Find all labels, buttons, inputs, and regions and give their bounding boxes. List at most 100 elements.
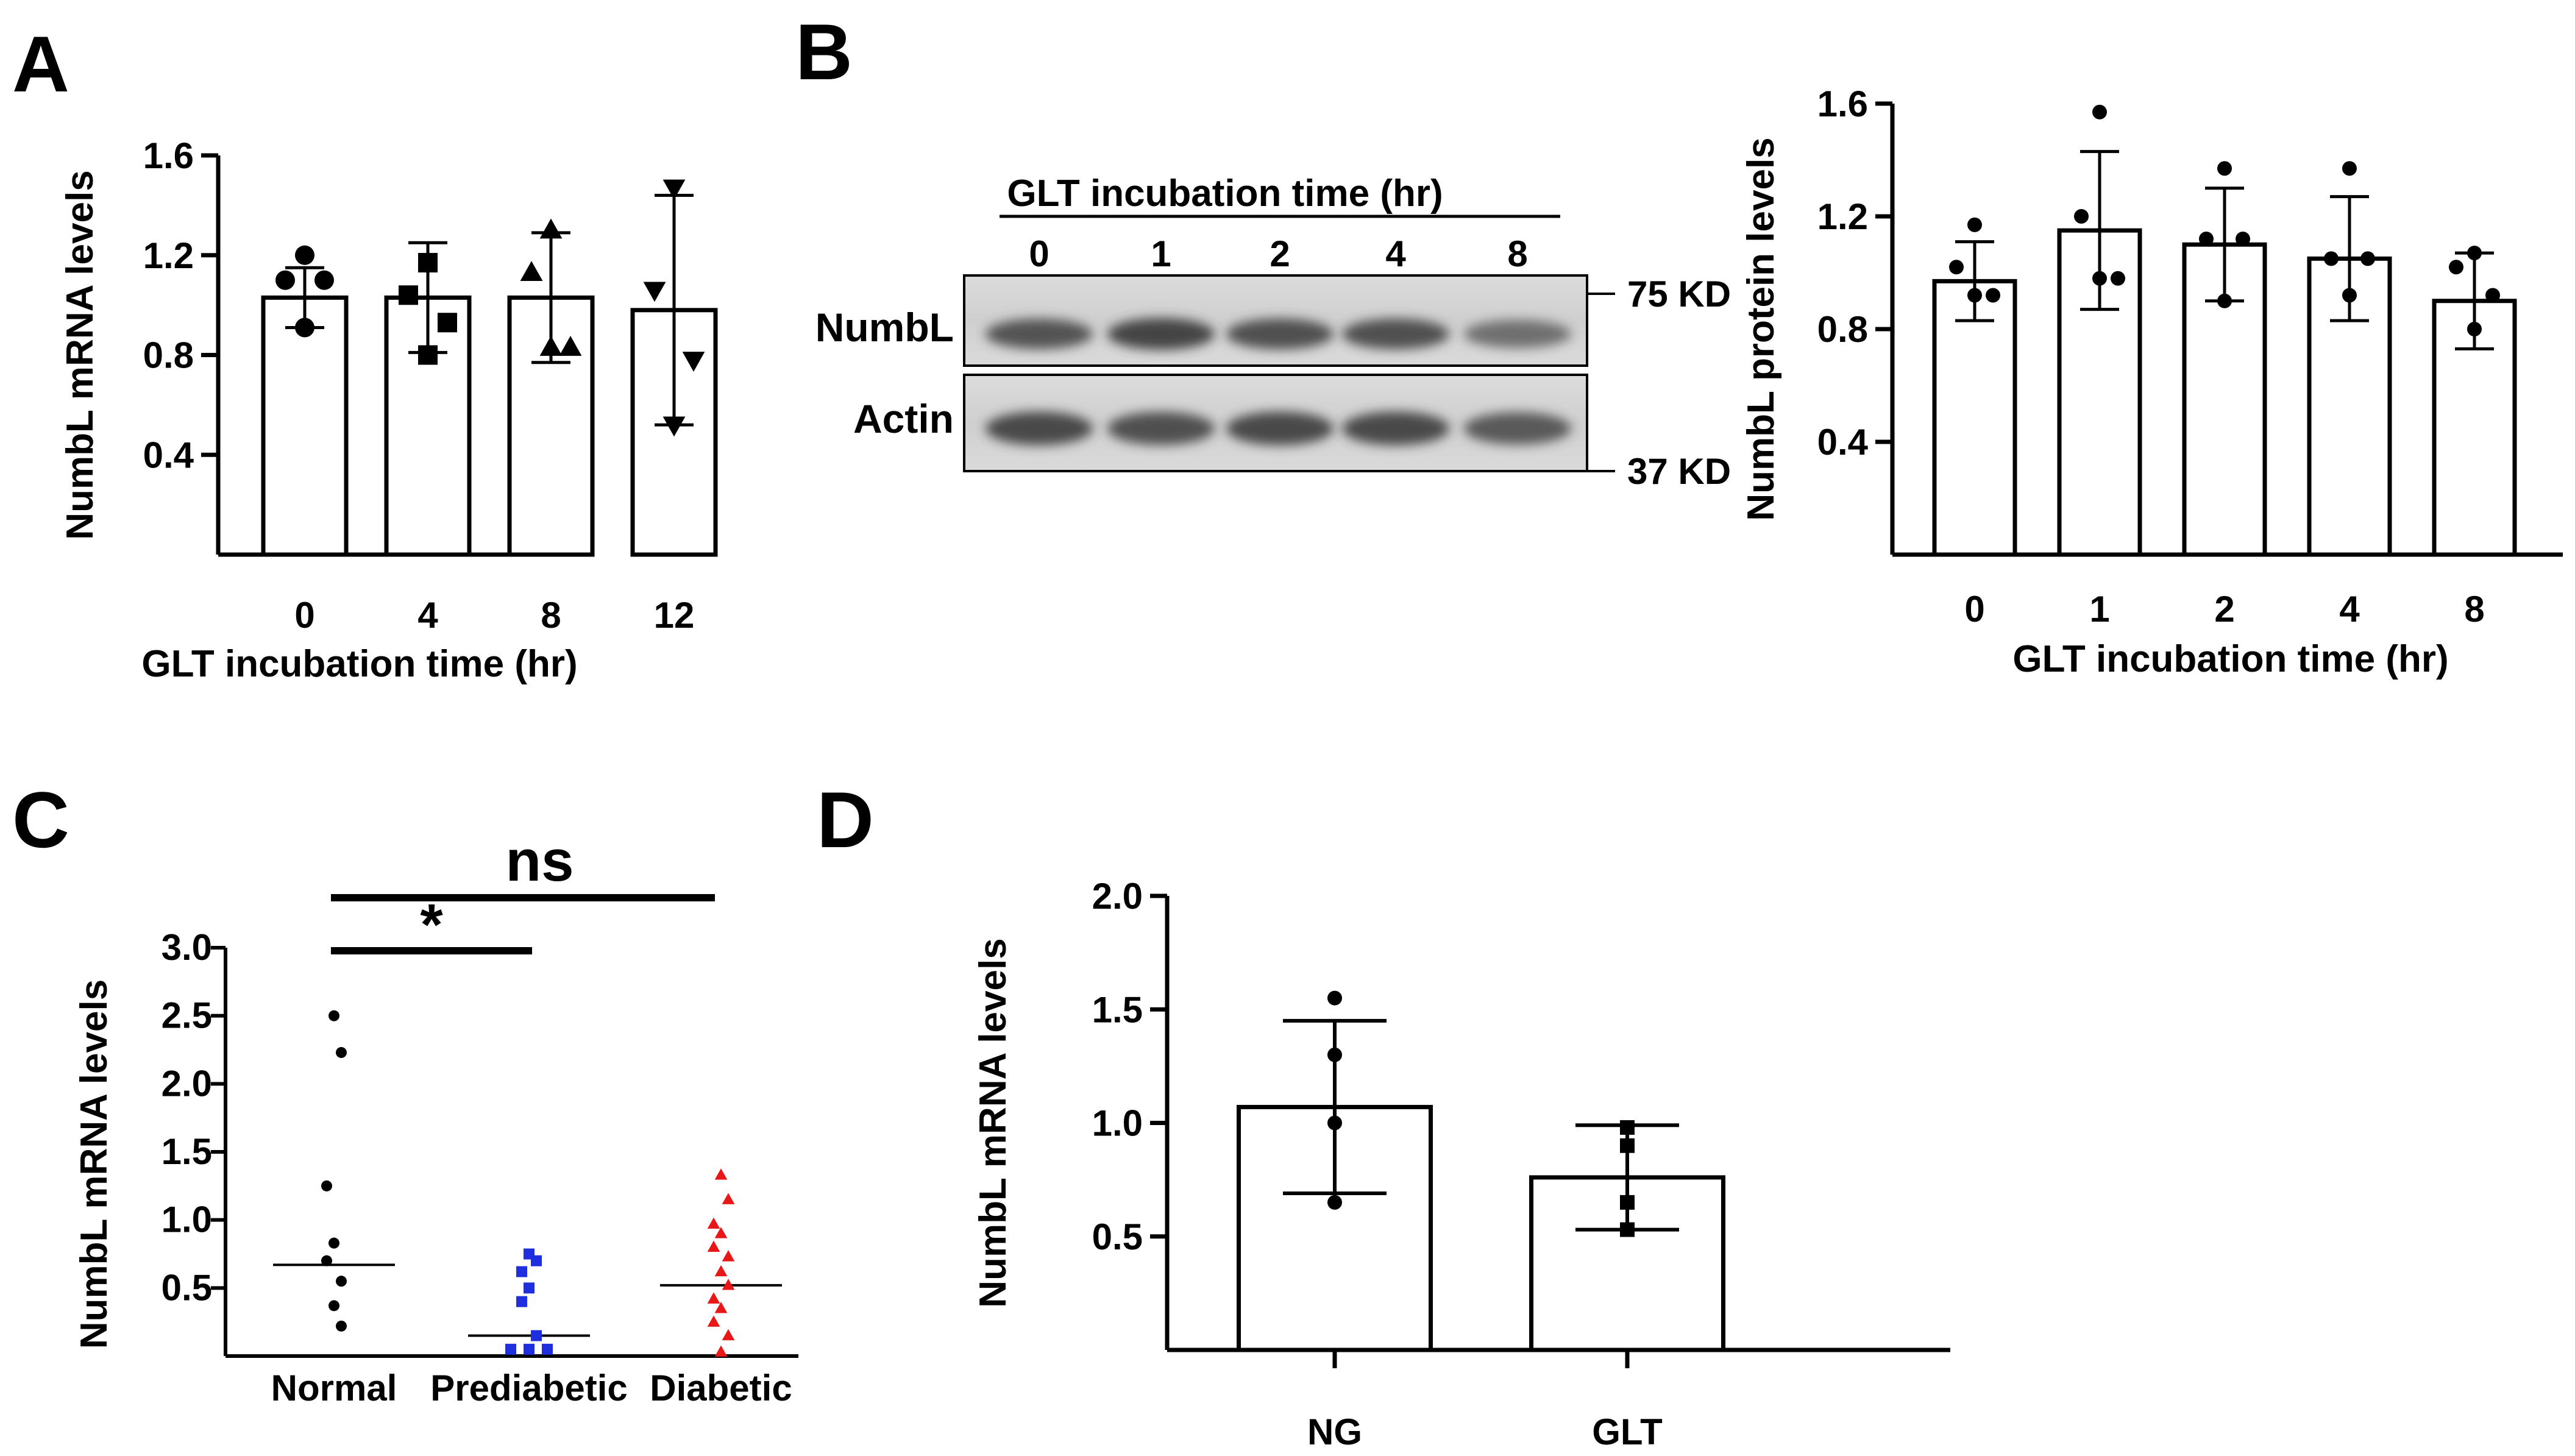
y-tick-label-2: 1.5: [1092, 989, 1143, 1030]
data-point-NG-1: [1327, 1047, 1342, 1062]
data-point-4-0: [418, 253, 438, 273]
data-point-2-1: [2199, 232, 2214, 246]
y-tick-label-0: 0.4: [1817, 422, 1869, 463]
y-tick-label-2: 1.2: [1817, 196, 1868, 237]
data-point-1-3: [2092, 271, 2107, 286]
x-axis-title: GLT incubation time (hr): [141, 643, 577, 685]
blot-row-label-numbl: NumbL: [815, 305, 954, 350]
data-point-Normal-4: [321, 1255, 332, 1266]
data-point-0-0: [1967, 217, 1982, 232]
blot-band-actin-1: [1107, 411, 1215, 446]
chart-b: 0.4 0.8 1.2 1.6 NumbL protein levels 0 1 2 4 8 GLT…: [1740, 83, 2563, 680]
x-tick-label-12: 12: [654, 595, 695, 636]
x-tick-label-2: 2: [2214, 589, 2234, 630]
data-point-4-3: [2342, 288, 2357, 303]
x-tick-label-4: 4: [417, 595, 438, 636]
data-point-Diabetic-11: [722, 1329, 735, 1341]
y-axis-title: NumbL protein levels: [1740, 137, 1782, 520]
data-point-12-3: [662, 416, 686, 437]
data-point-Normal-7: [336, 1320, 347, 1332]
panel-letter-c: C: [12, 775, 69, 864]
blot-band-actin-4: [1342, 411, 1449, 446]
blot-band-actin-2: [1226, 411, 1334, 446]
blot-lane-label-1: 1: [1151, 233, 1171, 274]
data-point-Diabetic-9: [714, 1302, 728, 1313]
x-axis-title: GLT incubation time (hr): [2012, 638, 2448, 680]
blot-row-label-actin: Actin: [853, 396, 954, 441]
data-point-8-1: [2449, 260, 2463, 275]
data-point-Diabetic-6: [714, 1265, 728, 1277]
significance-label-star: *: [420, 892, 443, 957]
data-point-8-3: [2467, 322, 2482, 336]
bar-0: [1932, 279, 2017, 557]
x-tick-label-Prediabetic: Prediabetic: [430, 1368, 627, 1408]
y-tick-label-3: 1.6: [143, 135, 194, 176]
data-point-Prediabetic-2: [516, 1266, 527, 1277]
y-tick-label-4: 2.5: [162, 995, 212, 1036]
data-point-Diabetic-7: [722, 1279, 735, 1290]
panel-letter-b: B: [795, 7, 853, 96]
data-point-GLT-1: [1620, 1138, 1635, 1153]
y-tick-label-5: 3.0: [162, 927, 212, 968]
data-point-Prediabetic-6: [505, 1343, 516, 1355]
blot-lane-label-8: 8: [1507, 233, 1527, 274]
data-point-12-2: [682, 352, 705, 372]
y-axis-title: NumbL mRNA levels: [73, 979, 115, 1349]
data-point-8-0: [2467, 246, 2482, 261]
y-tick-label-3: 2.0: [1092, 876, 1143, 917]
blot-lane-label-4: 4: [1385, 233, 1406, 274]
blot-lane-label-2: 2: [1270, 233, 1290, 274]
data-point-0-2: [1986, 288, 2000, 303]
blot-title: GLT incubation time (hr): [1007, 172, 1443, 215]
data-point-Prediabetic-3: [524, 1282, 535, 1294]
western-blot: GLT incubation time (hr) 0 1 2 4 8 NumbL Act…: [815, 172, 1731, 492]
y-tick-label-3: 2.0: [162, 1063, 212, 1104]
data-point-4-2: [2360, 251, 2375, 266]
data-point-Prediabetic-8: [542, 1343, 553, 1355]
y-tick-label-1: 0.8: [1817, 309, 1868, 350]
blot-lane-labels: 0 1 2 4 8: [1029, 233, 1527, 274]
data-point-Diabetic-12: [714, 1345, 728, 1357]
data-point-Normal-5: [336, 1276, 347, 1287]
data-point-Normal-2: [321, 1180, 332, 1191]
x-tick-label-8: 8: [2464, 589, 2484, 630]
data-point-NG-3: [1327, 1195, 1342, 1210]
y-tick-label-2: 1.5: [162, 1131, 212, 1172]
data-point-8-1: [520, 261, 543, 282]
bar-2: [2182, 242, 2267, 557]
data-point-Prediabetic-4: [516, 1296, 527, 1307]
panel-letter-a: A: [12, 20, 69, 108]
data-point-4-3: [418, 345, 438, 365]
x-tick-label-0: 0: [294, 595, 314, 636]
data-point-Diabetic-10: [707, 1315, 720, 1327]
data-point-NG-2: [1327, 1115, 1342, 1131]
chart-c: 0.5 1.0 1.5 2.0 2.5 3.0 NumbL mRNA levels Norma…: [73, 828, 798, 1408]
x-tick-label-NG: NG: [1307, 1412, 1362, 1452]
blot-band-actin-8: [1464, 412, 1571, 445]
data-point-GLT-3: [1620, 1222, 1635, 1237]
chart-a: 0.4 0.8 1.2 1.6 NumbL mRNA levels 0 4 8 12 GLT in…: [59, 135, 718, 685]
y-tick-label-1: 1.0: [1092, 1103, 1143, 1144]
y-tick-label-0: 0.5: [162, 1267, 212, 1308]
data-point-GLT-2: [1620, 1195, 1635, 1210]
data-point-0-3: [295, 318, 314, 338]
data-point-0-1: [275, 270, 295, 290]
data-point-8-2: [2485, 288, 2500, 303]
blot-band-numbl-0: [986, 319, 1093, 349]
data-point-Diabetic-1: [722, 1193, 735, 1204]
data-point-1-1: [2074, 209, 2089, 224]
y-tick-label-2: 1.2: [143, 235, 194, 276]
x-tick-label-0: 0: [1964, 589, 1984, 630]
data-point-Diabetic-8: [707, 1292, 720, 1304]
data-point-Diabetic-4: [707, 1240, 720, 1252]
x-tick-label-1: 1: [2089, 589, 2109, 630]
data-point-NG-0: [1327, 990, 1342, 1006]
data-point-Normal-0: [329, 1010, 339, 1021]
data-point-Diabetic-2: [707, 1217, 720, 1229]
data-point-Prediabetic-1: [531, 1255, 542, 1266]
blot-band-numbl-2: [1226, 318, 1334, 350]
x-tick-label-Normal: Normal: [271, 1368, 397, 1408]
data-point-Normal-3: [329, 1237, 339, 1249]
data-point-8-0: [539, 218, 563, 239]
y-axis-title: NumbL mRNA levels: [972, 938, 1014, 1307]
